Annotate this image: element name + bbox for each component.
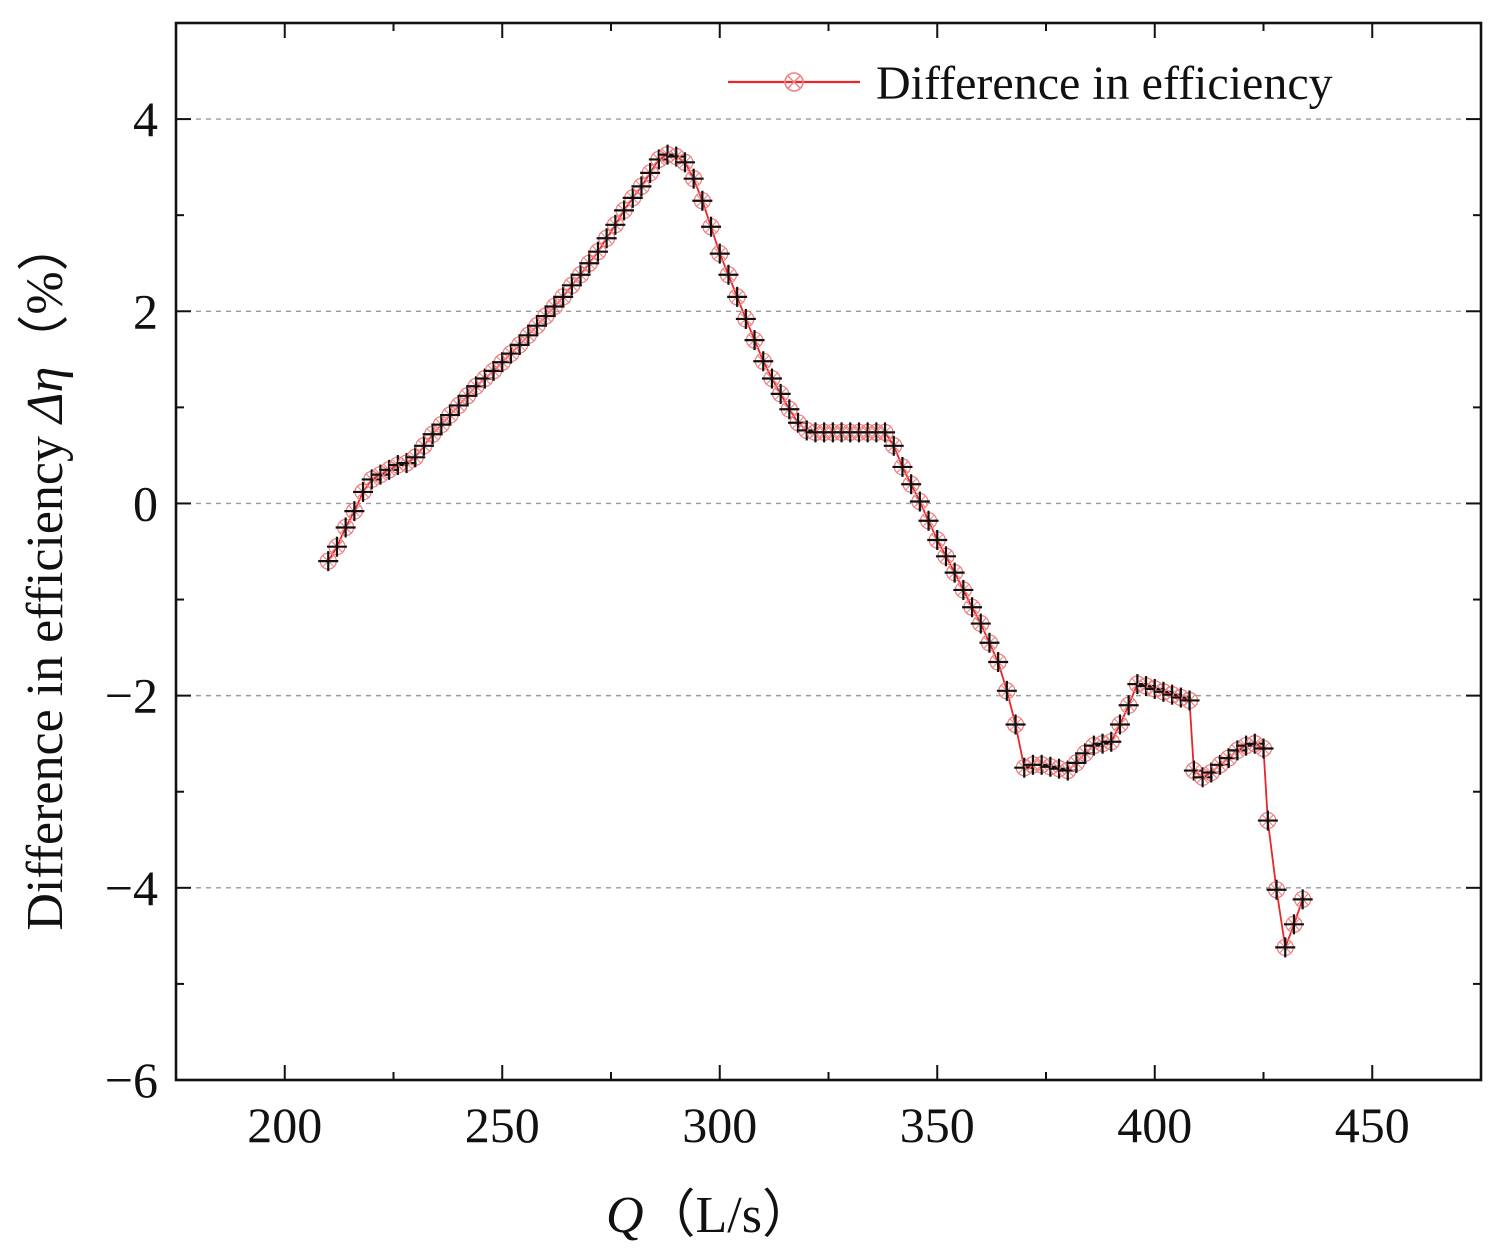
data-point — [683, 168, 704, 189]
legend-marker-icon — [784, 72, 804, 92]
ticks-layer: 200 250 300 350 400 450 −6 −4 −2 0 2 4 — [105, 22, 1482, 1153]
data-point — [527, 315, 548, 336]
data-point — [1266, 879, 1287, 900]
data-point — [1283, 914, 1304, 935]
data-point — [727, 286, 748, 307]
y-tick-label: 4 — [133, 91, 158, 147]
y-axis-title-text: Difference in efficiency — [17, 423, 74, 931]
data-point — [692, 190, 713, 211]
y-axis-title: Difference in efficiency Δη（%） — [17, 219, 74, 930]
data-point — [779, 399, 800, 420]
data-point — [927, 529, 948, 550]
data-point — [405, 447, 426, 468]
data-point — [962, 597, 983, 618]
data-point — [344, 501, 365, 522]
data-point — [1118, 695, 1139, 716]
y-tick-label: −4 — [105, 860, 158, 916]
data-point — [596, 228, 617, 249]
data-point — [1153, 681, 1174, 702]
y-tick-label: 0 — [133, 475, 158, 531]
x-tick-label: 250 — [465, 1097, 540, 1153]
series-layer — [318, 144, 1313, 958]
data-point — [944, 562, 965, 583]
data-point — [605, 214, 626, 235]
data-point — [901, 474, 922, 495]
data-point — [979, 632, 1000, 653]
data-point — [326, 536, 347, 557]
data-point — [1170, 687, 1191, 708]
data-point — [996, 680, 1017, 701]
x-axis-title-unit: （L/s） — [644, 1187, 814, 1244]
data-point — [892, 456, 913, 477]
series-line — [327, 153, 1304, 951]
y-tick-label: −6 — [105, 1052, 158, 1108]
data-point — [770, 383, 791, 404]
data-point — [370, 464, 391, 485]
data-point — [553, 286, 574, 307]
x-axis-title-symbol: Q — [606, 1187, 644, 1244]
plot-frame — [174, 21, 1483, 1082]
x-tick-label: 200 — [247, 1097, 322, 1153]
data-point — [709, 243, 730, 264]
data-point — [640, 162, 661, 183]
x-tick-label: 450 — [1335, 1097, 1410, 1153]
data-point — [1292, 889, 1313, 910]
data-point — [918, 510, 939, 531]
data-point — [614, 200, 635, 221]
legend-label: Difference in efficiency — [876, 57, 1333, 110]
data-point — [579, 253, 600, 274]
legend: Difference in efficiency — [728, 57, 1333, 110]
x-axis-title: Q（L/s） — [606, 1187, 814, 1244]
data-point — [587, 241, 608, 262]
y-axis-title-symbol: Δη — [17, 367, 74, 425]
data-point — [744, 330, 765, 351]
data-point — [1253, 738, 1274, 759]
data-point — [1014, 757, 1035, 778]
data-point — [674, 152, 695, 173]
y-tick-label: −2 — [105, 668, 158, 724]
data-point — [1101, 731, 1122, 752]
y-tick-label: 2 — [133, 283, 158, 339]
grid-layer — [176, 118, 1481, 889]
data-point — [735, 308, 756, 329]
data-point — [970, 613, 991, 634]
data-point — [318, 551, 339, 572]
data-point — [561, 275, 582, 296]
data-point — [1136, 676, 1157, 697]
y-axis-title-unit: （%） — [17, 219, 74, 366]
data-point — [909, 491, 930, 512]
data-point — [753, 351, 774, 372]
data-point — [631, 176, 652, 197]
data-point — [353, 481, 374, 502]
data-point — [883, 435, 904, 456]
data-point — [1275, 937, 1296, 958]
data-point — [1005, 714, 1026, 735]
data-point — [701, 216, 722, 237]
data-point — [622, 187, 643, 208]
data-point — [1162, 684, 1183, 705]
x-tick-label: 300 — [682, 1097, 757, 1153]
data-point — [335, 517, 356, 538]
data-point — [935, 546, 956, 567]
x-tick-label: 350 — [900, 1097, 975, 1153]
data-point — [413, 435, 434, 456]
data-point — [988, 652, 1009, 673]
data-point — [953, 579, 974, 600]
x-tick-label: 400 — [1117, 1097, 1192, 1153]
data-point — [570, 264, 591, 285]
data-point — [875, 422, 896, 443]
axes-layer — [174, 21, 1483, 1082]
data-point — [1257, 810, 1278, 831]
data-point — [718, 264, 739, 285]
data-point — [1179, 690, 1200, 711]
data-point — [761, 368, 782, 389]
data-point — [1109, 714, 1130, 735]
